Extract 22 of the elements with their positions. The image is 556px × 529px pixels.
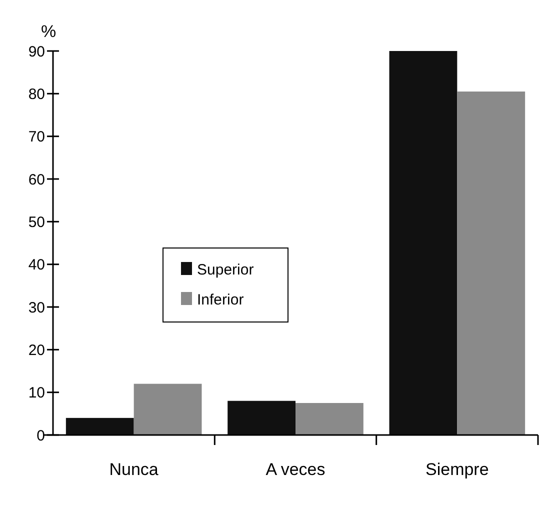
- bar: [134, 384, 202, 435]
- y-tick-label: 20: [28, 342, 45, 359]
- y-tick-label: 40: [28, 256, 45, 274]
- x-tick-label: A veces: [266, 460, 326, 479]
- y-tick-label: 30: [28, 299, 45, 316]
- y-tick-label: 0: [36, 427, 45, 444]
- bar: [389, 51, 458, 435]
- legend-label: Inferior: [197, 291, 244, 308]
- y-tick-label: 90: [28, 43, 45, 60]
- bar: [228, 400, 296, 435]
- legend-label: Superior: [197, 261, 254, 278]
- y-tick-label: 10: [28, 384, 45, 402]
- y-tick-label: 70: [28, 128, 45, 146]
- y-tick-label: 50: [28, 214, 45, 231]
- bar: [66, 418, 134, 435]
- y-tick-label: 80: [28, 86, 45, 103]
- bar: [457, 92, 526, 435]
- x-tick-label: Nunca: [109, 460, 159, 479]
- y-tick-label: 60: [28, 171, 45, 188]
- y-axis-title: %: [41, 22, 56, 41]
- x-tick-label: Siempre: [426, 460, 489, 479]
- bar: [296, 403, 364, 435]
